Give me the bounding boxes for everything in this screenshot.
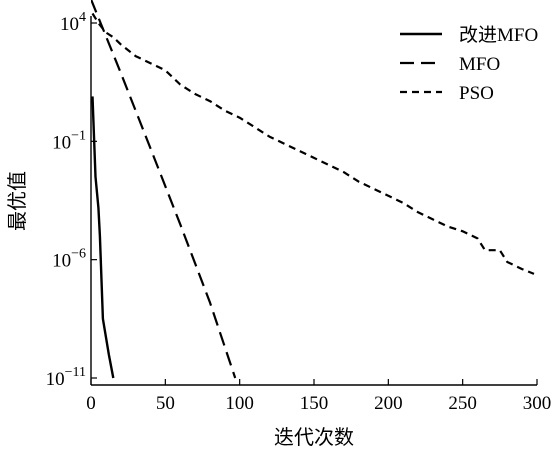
- y-tick-label: 104: [60, 10, 86, 35]
- x-tick-label: 150: [300, 393, 329, 414]
- y-tick-base: 10: [52, 132, 71, 153]
- legend-label: MFO: [459, 54, 500, 75]
- y-tick-base: 10: [60, 14, 79, 35]
- series-line-2: [91, 0, 237, 379]
- y-tick-exponent: −11: [65, 365, 86, 380]
- x-axis-title: 迭代次数: [274, 425, 354, 449]
- x-tick-label: 50: [156, 393, 175, 414]
- legend: 改进MFO MFO PSO: [400, 24, 538, 104]
- legend-label: PSO: [459, 83, 494, 104]
- x-tick-label: 100: [225, 393, 254, 414]
- y-tick-base: 10: [52, 251, 71, 272]
- x-tick-label: 200: [374, 393, 403, 414]
- y-tick-exponent: 4: [79, 10, 86, 25]
- x-axis-ticks: 0 50 100 150 200 250 300: [86, 379, 551, 414]
- y-tick-exponent: −6: [71, 247, 86, 262]
- x-tick-label: 250: [448, 393, 477, 414]
- y-axis-title: 最优值: [5, 171, 29, 231]
- y-tick-label: 10−6: [52, 247, 86, 272]
- series-line-3: [91, 12, 535, 275]
- series-layer: [91, 0, 535, 379]
- x-tick-label: 0: [86, 393, 96, 414]
- series-line-1: [91, 96, 115, 379]
- y-tick-exponent: −1: [71, 128, 86, 143]
- legend-label: 改进MFO: [459, 24, 538, 46]
- x-tick-label: 300: [523, 393, 552, 414]
- y-tick-label: 10−1: [52, 128, 86, 153]
- y-tick-base: 10: [46, 369, 65, 390]
- y-tick-label: 10−11: [46, 365, 86, 390]
